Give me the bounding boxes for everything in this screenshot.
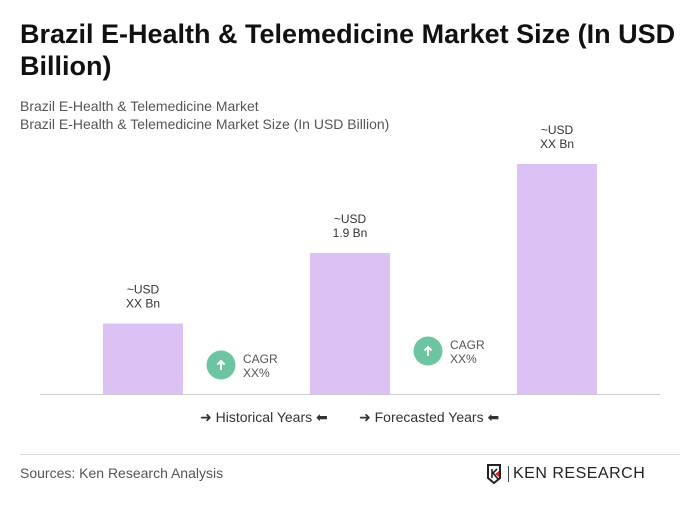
arrow-up-icon — [423, 345, 433, 356]
subtitle-2: Brazil E-Health & Telemedicine Market Si… — [20, 116, 390, 132]
cagr-label: CAGR — [450, 338, 485, 352]
data-label: ~USD — [334, 212, 367, 226]
arrow-up-icon — [216, 359, 226, 370]
logo-icon — [487, 464, 501, 484]
bar — [310, 253, 390, 394]
source-note: Sources: Ken Research Analysis — [20, 465, 224, 481]
bar — [517, 164, 597, 394]
data-label: ~USD — [541, 123, 574, 137]
cagr-label: XX% — [243, 366, 270, 380]
data-label: XX Bn — [126, 297, 160, 311]
legend-forecasted: ➜ Forecasted Years ⬅ — [359, 409, 500, 425]
subtitle: Brazil E-Health & Telemedicine Market — [20, 98, 259, 114]
data-label: XX Bn — [540, 137, 574, 151]
data-label: ~USD — [127, 283, 160, 297]
bar — [103, 323, 183, 394]
page-title: Brazil E-Health & Telemedicine Market Si… — [20, 19, 676, 81]
legend-historical-label: Historical Years — [215, 409, 313, 425]
data-label: 1.9 Bn — [333, 226, 368, 240]
ken-research-logo: KEN RESEARCH — [486, 464, 645, 484]
legend-forecasted-label: Forecasted Years — [374, 409, 484, 425]
cagr-label: XX% — [450, 352, 477, 366]
cagr-label: CAGR — [243, 352, 278, 366]
divider — [20, 454, 680, 455]
legend-historical: ➜ Historical Years ⬅ — [200, 409, 328, 425]
logo-text: KEN RESEARCH — [513, 465, 646, 482]
